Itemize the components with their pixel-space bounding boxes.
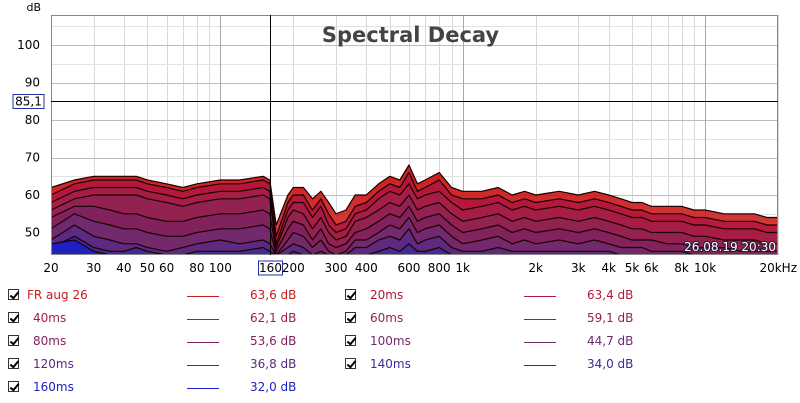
- x-tick-label: 60: [159, 261, 174, 275]
- legend-value: 34,0 dB: [587, 357, 634, 371]
- legend-checkbox[interactable]: [8, 289, 19, 300]
- legend-value: 53,6 dB: [250, 334, 297, 348]
- legend-series-name: FR aug 26: [27, 288, 88, 302]
- legend-item: 120ms 36,8 dB: [0, 354, 420, 376]
- legend-item: 80ms 53,6 dB: [0, 331, 420, 353]
- legend-checkbox[interactable]: [8, 312, 19, 323]
- y-tick-label: 70: [25, 151, 40, 165]
- legend-value: 63,4 dB: [587, 288, 634, 302]
- legend-checkbox[interactable]: [8, 335, 19, 346]
- legend-series-name: 120ms: [33, 357, 74, 371]
- y-tick-label: 100: [17, 38, 40, 52]
- legend-checkbox[interactable]: [345, 358, 356, 369]
- x-tick-label: 50: [140, 261, 155, 275]
- legend-series-name: 20ms: [370, 288, 404, 302]
- legend-item: 40ms 62,1 dB: [0, 308, 420, 330]
- x-tick-label: 6k: [644, 261, 659, 275]
- legend-item: 140ms 34,0 dB: [337, 354, 757, 376]
- legend-value: 44,7 dB: [587, 334, 634, 348]
- x-tick-label: 20kHz: [759, 261, 797, 275]
- x-tick-label: 800: [428, 261, 451, 275]
- legend-value: 59,1 dB: [587, 311, 634, 325]
- y-tick-label: 60: [25, 188, 40, 202]
- decay-slices: [51, 164, 778, 255]
- y-tick-label: 50: [25, 226, 40, 240]
- x-tick-label: 4k: [601, 261, 616, 275]
- plot-frame: [51, 15, 778, 255]
- legend-item: 100ms 44,7 dB: [337, 331, 757, 353]
- timestamp: 26.08.19 20:30: [684, 240, 776, 254]
- legend-value: 62,1 dB: [250, 311, 297, 325]
- x-tick-label: 600: [398, 261, 421, 275]
- cursor-y-label: 85,1: [15, 95, 42, 109]
- y-axis-unit: dB: [26, 1, 41, 14]
- legend-series-name: 140ms: [370, 357, 411, 371]
- x-tick-label: 100: [209, 261, 232, 275]
- legend-value: 36,8 dB: [250, 357, 297, 371]
- legend-checkbox[interactable]: [345, 312, 356, 323]
- legend-item: 60ms 59,1 dB: [337, 308, 757, 330]
- legend-series-name: 80ms: [33, 334, 67, 348]
- x-tick-label: 20: [43, 261, 58, 275]
- x-tick-label: 10k: [694, 261, 716, 275]
- legend-swatch-line: [187, 296, 219, 297]
- legend-series-name: 40ms: [33, 311, 67, 325]
- cursor-x-label: 160: [259, 261, 282, 275]
- x-tick-label: 8k: [674, 261, 689, 275]
- legend-checkbox[interactable]: [345, 335, 356, 346]
- legend-swatch-line: [187, 342, 219, 343]
- legend-swatch-line: [187, 365, 219, 366]
- legend-swatch-line: [524, 296, 556, 297]
- legend-swatch-line: [187, 388, 219, 389]
- legend-swatch-line: [524, 342, 556, 343]
- legend-item: 20ms 63,4 dB: [337, 285, 757, 307]
- legend-series-name: 100ms: [370, 334, 411, 348]
- x-tick-label: 80: [189, 261, 204, 275]
- legend-swatch-line: [524, 319, 556, 320]
- legend-checkbox[interactable]: [345, 289, 356, 300]
- chart-title: Spectral Decay: [322, 23, 500, 47]
- legend-value: 63,6 dB: [250, 288, 297, 302]
- legend-item: FR aug 26 63,6 dB: [0, 285, 420, 307]
- y-tick-label: 90: [25, 76, 40, 90]
- legend-item: 160ms 32,0 dB: [0, 377, 420, 399]
- cursor-y-box: [12, 94, 45, 109]
- x-tick-label: 400: [355, 261, 378, 275]
- x-tick-label: 5k: [625, 261, 640, 275]
- cursor-x-box: [258, 260, 283, 276]
- x-tick-label: 1k: [455, 261, 470, 275]
- x-tick-label: 40: [116, 261, 131, 275]
- legend-series-name: 160ms: [33, 380, 74, 394]
- x-tick-label: 300: [325, 261, 348, 275]
- spectral-decay-chart: Spectral Decay dB 50 60 70 80 90 100 20 30 40 50 60 8…: [12, 1, 797, 276]
- legend-swatch-line: [524, 365, 556, 366]
- legend-swatch-line: [187, 319, 219, 320]
- decay-slice-140ms: [51, 235, 778, 255]
- x-tick-label: 2k: [528, 261, 543, 275]
- legend-checkbox[interactable]: [8, 358, 19, 369]
- x-tick-label: 200: [282, 261, 305, 275]
- legend-value: 32,0 dB: [250, 380, 297, 394]
- x-tick-label: 30: [86, 261, 101, 275]
- y-tick-label: 80: [25, 113, 40, 127]
- legend-checkbox[interactable]: [8, 381, 19, 392]
- legend-series-name: 60ms: [370, 311, 404, 325]
- x-tick-label: 3k: [571, 261, 586, 275]
- decay-slice-120ms: [51, 224, 778, 255]
